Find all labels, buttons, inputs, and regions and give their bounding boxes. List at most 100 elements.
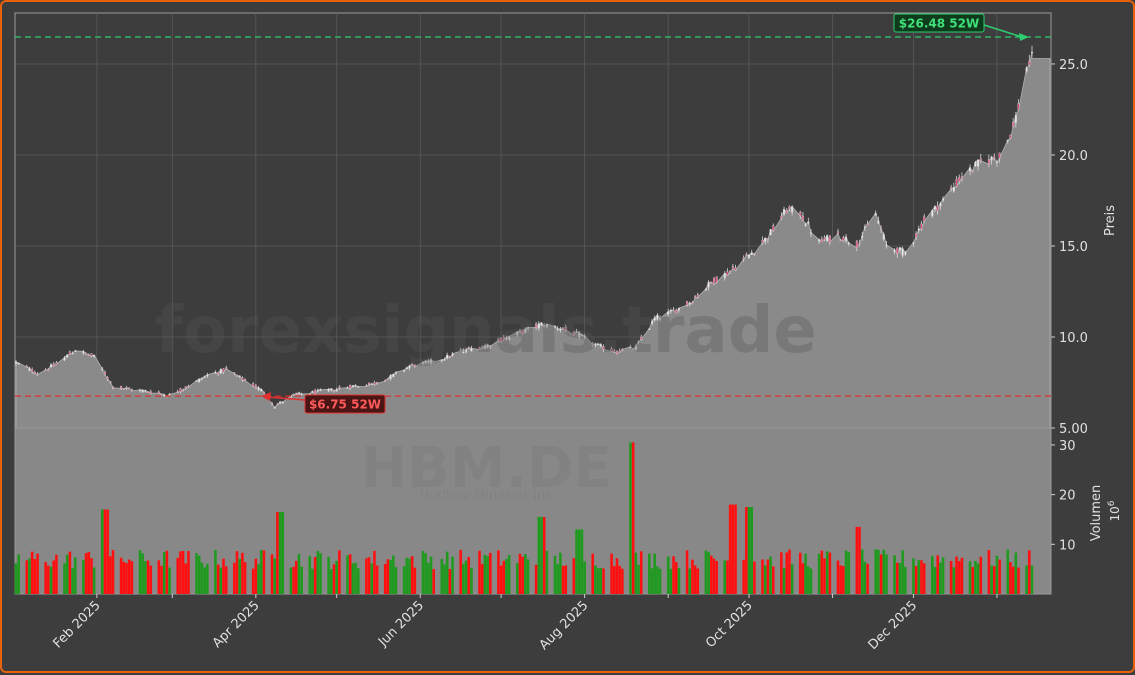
candle-body [610,348,613,352]
volume-bar [750,507,754,594]
volume-bar [936,555,939,594]
volume-bar [375,565,379,594]
candle-body [769,229,772,236]
volume-bar [931,555,934,594]
candle-body [17,362,20,365]
candle-body [597,343,600,346]
volume-bar [1025,565,1028,594]
candle-body [206,374,209,377]
candle-body [969,167,972,172]
volume-bar [596,568,600,594]
candle-body [688,302,691,305]
volume-bar [885,554,888,594]
volume-bar [351,563,355,594]
candle-body [55,362,58,365]
x-tick-label: Aug 2025 [537,598,592,653]
candle-body [651,321,654,325]
volume-bar [521,556,524,594]
candle-body [559,328,562,331]
volume-bar [839,565,842,594]
candle-body [742,257,745,260]
candle-body [195,380,198,382]
candle-body [578,332,581,338]
candle-body [904,252,907,255]
volume-bar [591,553,595,594]
low-52w-box [304,394,386,414]
volume-bar [394,567,398,594]
volume-bar [251,568,255,594]
volume-bar [971,567,974,594]
volume-bar [920,560,923,594]
candle-body [408,365,411,369]
candle-body [157,391,160,394]
candle-body [478,347,481,350]
candle-body [772,225,775,232]
volume-bar [666,556,670,594]
candle-body [260,388,263,392]
candle-body [783,209,786,215]
x-tick-label: Apr 2025 [210,598,263,651]
candle-body [68,351,71,355]
candle-body [877,220,880,224]
candle-body [987,159,990,165]
candle-body [977,159,980,167]
volume-bar [613,566,616,594]
volume-unit-exponent: 6 [1107,500,1117,506]
x-tick-label: Feb 2025 [50,598,103,651]
overlays: forexsignals.trade HBM.DE Hudbay Mineral… [155,294,817,503]
candle-body [219,369,222,374]
candle-body [103,372,106,375]
volume-bar [939,562,942,594]
candle-body [332,390,336,393]
volume-bar [52,560,56,594]
candle-body [276,403,279,406]
volume-bar [860,549,864,594]
candle-body [392,373,395,378]
candle-body [200,378,203,380]
candle-body [93,354,96,357]
volume-bar [656,566,659,594]
candle-body [823,237,826,240]
candle-body [432,360,435,363]
candle-body [481,346,484,348]
volume-bar [639,551,643,594]
candle-body [443,359,446,361]
volume-bar [451,556,454,594]
volume-bar [580,529,584,594]
candle-body [842,237,845,242]
candle-body [917,228,920,231]
volume-bar [974,560,977,594]
candle-body [82,351,85,354]
volume-bar [610,553,613,594]
candle-body [31,369,34,373]
candle-body [252,383,255,387]
volume-bar [74,557,77,594]
volume-bar [311,568,314,594]
candle-body [901,248,904,256]
volume-bar [254,558,258,594]
volume-bar [319,553,322,594]
candle-body [915,233,918,238]
volume-bar [564,565,568,594]
high-52w-arrow [983,24,1023,38]
volume-bar [772,566,775,594]
candle-body [354,385,357,387]
volume-bar [731,504,735,594]
volume-bar [203,567,206,594]
volume-bar [459,549,462,594]
volume-bar [594,565,597,594]
candle-body [90,353,93,357]
candle-body [974,161,977,167]
volume-bar [489,552,492,594]
volume-bar [941,557,945,594]
volume-bar [933,566,937,594]
candle-body [273,407,276,409]
volume-bar [448,569,452,594]
candle-body [543,325,546,327]
volume-bar [497,550,500,594]
volume-bar [901,550,904,594]
candle-body [483,345,486,349]
volume-bar [68,551,72,594]
volume-bar [785,552,789,594]
candle-body [537,323,540,329]
